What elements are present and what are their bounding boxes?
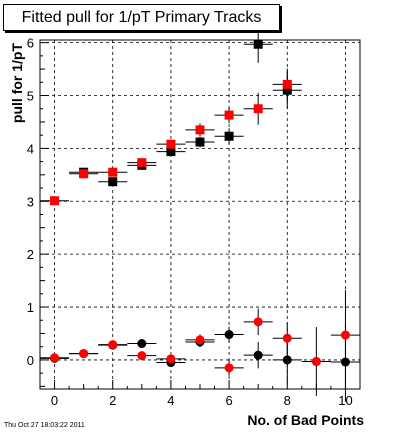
data-point-circle (137, 339, 147, 349)
data-point-circle (340, 330, 350, 340)
y-tick-label: 5 (27, 89, 34, 104)
data-point-circle (253, 350, 263, 360)
y-tick-label: 6 (27, 36, 34, 51)
data-point-square (166, 147, 176, 157)
x-tick-label: 0 (51, 393, 58, 408)
plot-frame (39, 39, 361, 390)
x-tick-label: 6 (225, 393, 232, 408)
data-point-square (195, 125, 205, 135)
data-point-circle (108, 340, 118, 350)
data-point-square (224, 110, 234, 120)
data-point-circle (253, 317, 263, 327)
x-axis-label: No. of Bad Points (247, 412, 364, 428)
data-point-circle (311, 357, 321, 367)
data-point-square (195, 137, 205, 147)
data-point-square (79, 169, 89, 179)
y-tick-label: 3 (27, 194, 34, 209)
x-tick-label: 4 (167, 393, 174, 408)
data-point-circle (137, 351, 147, 361)
data-point-circle (224, 363, 234, 373)
data-point-circle (282, 333, 292, 343)
y-tick-label: 4 (27, 141, 34, 156)
y-axis-label: pull for 1/pT (9, 42, 25, 124)
data-point-square (224, 131, 234, 141)
data-point-square (108, 167, 118, 177)
data-point-circle (50, 353, 60, 363)
data-point-square (137, 158, 147, 168)
data-point-circle (282, 355, 292, 365)
y-tick-label: 0 (27, 353, 34, 368)
data-point-square (108, 177, 118, 187)
data-point-circle (195, 335, 205, 345)
data-point-square (50, 196, 60, 206)
data-point-circle (224, 330, 234, 340)
x-tick-label: 8 (284, 393, 291, 408)
y-tick-label: 1 (27, 300, 34, 315)
data-point-circle (166, 354, 176, 364)
timestamp: Thu Oct 27 18:03:22 2011 (4, 422, 85, 429)
data-point-circle (79, 349, 89, 359)
data-point-square (282, 79, 292, 89)
x-tick-label: 2 (109, 393, 116, 408)
data-point-square (253, 104, 263, 114)
data-point-square (253, 39, 263, 49)
y-tick-label: 2 (27, 247, 34, 262)
data-point-square (166, 139, 176, 149)
chart-title: Fitted pull for 1/pT Primary Tracks (3, 4, 280, 31)
